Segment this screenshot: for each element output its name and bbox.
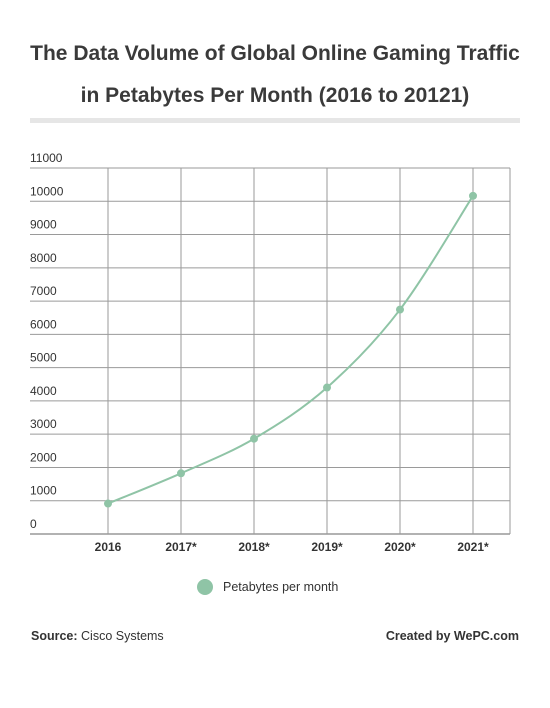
y-tick-label: 5000 [30,351,57,365]
y-tick-label: 0 [30,517,37,531]
data-point [177,469,185,478]
y-tick-label: 2000 [30,450,57,464]
y-tick-label: 1000 [30,484,57,498]
credit-note: Created by WePC.com [385,629,519,643]
data-point [469,191,477,200]
x-tick-label: 2020* [384,540,416,554]
y-tick-label: 4000 [30,384,57,398]
x-tick-label: 2018* [238,540,270,554]
y-tick-label: 7000 [30,284,57,298]
source-note: Source: Cisco Systems [31,629,164,643]
y-tick-label: 8000 [30,251,57,265]
y-tick-label: 3000 [30,417,57,431]
data-point [323,383,331,392]
y-tick-label: 11000 [30,151,63,165]
source-value: Cisco Systems [81,629,164,643]
x-tick-label: 2021* [457,540,489,554]
y-tick-label: 6000 [30,317,57,331]
y-tick-label: 10000 [30,184,64,198]
data-point [104,499,112,508]
x-tick-label: 2017* [165,540,197,554]
y-tick-label: 9000 [30,218,57,232]
data-point [396,305,404,314]
chart-title-line-2: in Petabytes Per Month (2016 to 20121) [80,84,470,107]
title-divider [30,118,520,123]
chart-title-line-1: The Data Volume of Global Online Gaming … [30,42,520,65]
x-tick-label: 2019* [311,540,343,554]
legend-marker [197,579,213,595]
x-tick-label: 2016 [95,540,122,554]
legend-label: Petabytes per month [223,580,338,594]
series-line [107,195,474,505]
data-point [250,434,258,443]
source-label: Source: [31,629,78,643]
